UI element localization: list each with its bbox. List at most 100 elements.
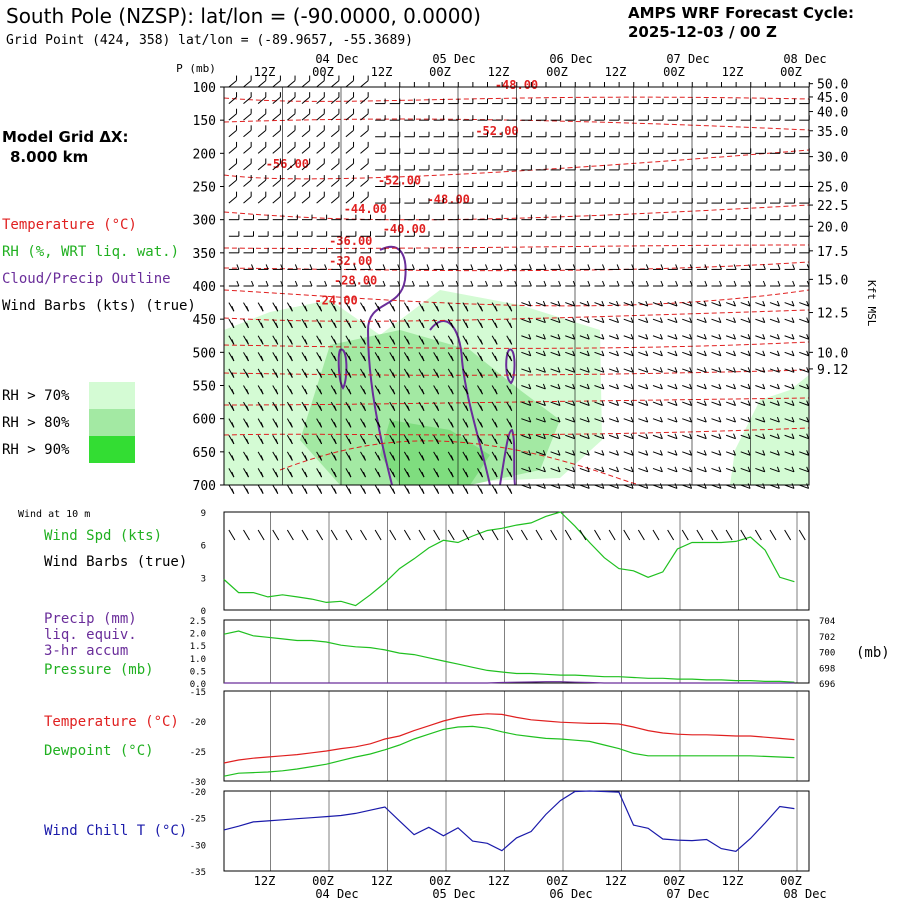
wind-barb-feather xyxy=(602,280,605,287)
surface-wind-barb xyxy=(286,529,294,541)
windchill-line xyxy=(223,790,795,852)
wind-barb xyxy=(652,484,663,489)
temperature-contour-label: -40.00 xyxy=(383,222,426,236)
wind-barb-feather xyxy=(542,367,546,373)
wind-barb xyxy=(740,451,751,456)
wind-barb xyxy=(638,418,648,423)
kft-tick-label: 40.0 xyxy=(817,106,848,121)
wind-barb-feather xyxy=(558,280,562,287)
wind-barb-feather xyxy=(762,350,766,356)
wind-barb-feather xyxy=(304,422,308,428)
wind-barb-feather xyxy=(806,416,810,423)
pressure-tick-label: 300 xyxy=(193,214,216,229)
time-tick-label-top: 00Z xyxy=(663,65,685,79)
windchill-label: Wind Chill T (°C) xyxy=(44,823,188,839)
surface-wind-barb xyxy=(667,529,675,541)
wind-barb-feather xyxy=(630,466,634,473)
wind-barb-feather xyxy=(465,372,469,378)
wind-barb xyxy=(301,163,310,171)
wind-barb-feather xyxy=(246,372,249,378)
pressure-tick-label: 698 xyxy=(819,664,835,674)
wind-barb-feather xyxy=(450,322,454,329)
wind-barb-feather xyxy=(630,433,634,439)
wind-barb-feather xyxy=(792,264,796,270)
wind-barb-feather xyxy=(528,400,532,406)
wind-barb-feather xyxy=(348,455,352,461)
wind-barb-feather xyxy=(231,355,235,362)
wind-barb xyxy=(594,351,605,357)
wind-barb-feather xyxy=(630,400,634,406)
temperature-tick-label: -25 xyxy=(190,748,206,758)
wind-barb-feather xyxy=(333,488,337,494)
wind-barb-feather xyxy=(542,333,546,340)
wind-barb-feather xyxy=(747,333,751,340)
wind-barb-feather xyxy=(509,488,513,494)
wind-barb-feather xyxy=(406,322,410,329)
wind-barb-feather xyxy=(616,466,619,473)
windspd-label: Wind Spd (kts) xyxy=(44,528,163,544)
wind-barb-feather xyxy=(260,455,264,461)
wind-barb xyxy=(682,351,692,357)
wind-barb xyxy=(243,146,252,154)
wind-barb-feather xyxy=(392,488,396,494)
time-tick-label-bottom: 12Z xyxy=(254,874,276,888)
wind-barb xyxy=(594,335,605,340)
wind-barb-feather xyxy=(689,483,693,489)
wind-barb-feather xyxy=(309,264,313,270)
wind-barb xyxy=(623,302,634,307)
surface-wind-barb xyxy=(754,529,762,541)
surface-wind-barb xyxy=(520,529,528,541)
wind-barb-feather xyxy=(348,405,352,411)
wind-barb-feather xyxy=(406,388,410,395)
wind-barb-feather xyxy=(703,300,707,307)
wind-barb-feather xyxy=(528,450,532,456)
wind-barb-feather xyxy=(377,438,381,445)
wind-barb-feather xyxy=(776,466,780,473)
wind-barb-feather xyxy=(289,372,293,378)
wind-barb-feather xyxy=(480,355,483,362)
pressure-tick-label: 702 xyxy=(819,633,835,643)
time-tick-label-top: 12Z xyxy=(254,65,276,79)
wind-barb-feather xyxy=(659,333,663,340)
surface-wind-barb xyxy=(462,529,470,541)
wind-barb xyxy=(755,451,765,456)
day-label-bottom: 06 Dec xyxy=(549,887,592,900)
wind-barb xyxy=(784,302,795,307)
wind-barb-feather xyxy=(348,372,352,378)
wind-barb-feather xyxy=(421,372,425,378)
wind-barb-feather xyxy=(289,471,293,478)
wind-barb xyxy=(740,484,751,489)
wind-barb-feather xyxy=(791,367,795,373)
wind-barb xyxy=(594,418,605,423)
wind-barb xyxy=(594,484,605,489)
wind-barb xyxy=(740,385,751,390)
wind-barb-feather xyxy=(231,455,235,461)
wind-barb xyxy=(725,368,736,373)
wind-barb xyxy=(608,385,619,390)
wind-barb xyxy=(725,401,736,406)
wind-barb-feather xyxy=(586,300,590,307)
pressure-tick-label: 500 xyxy=(193,346,216,361)
wind-barb-feather xyxy=(557,333,561,340)
wind-barb xyxy=(682,302,692,307)
wind-barb-feather xyxy=(733,280,737,287)
wind-barb xyxy=(550,451,561,456)
wind-barb-feather xyxy=(586,350,590,356)
wind-barb xyxy=(521,318,531,324)
wind-barb xyxy=(784,434,795,440)
windspeed-tick-label: 9 xyxy=(201,509,206,519)
wind-barb-feather xyxy=(791,433,795,439)
wind-barb-feather xyxy=(275,405,279,411)
wind-barb-feather xyxy=(733,333,736,340)
wind-barb xyxy=(257,80,267,88)
wind-barb-feather xyxy=(747,350,751,356)
pressure-tick-label: 150 xyxy=(193,114,216,129)
wind-barb-feather xyxy=(733,400,736,406)
time-tick-label-bottom: 00Z xyxy=(663,874,685,888)
wind-barb-feather xyxy=(747,400,751,406)
wind-barb-feather xyxy=(377,306,381,312)
wind-barb xyxy=(521,385,531,390)
wind-barb-feather xyxy=(260,339,264,345)
wind-barb-feather xyxy=(776,400,780,406)
time-tick-label-top: 12Z xyxy=(371,65,393,79)
